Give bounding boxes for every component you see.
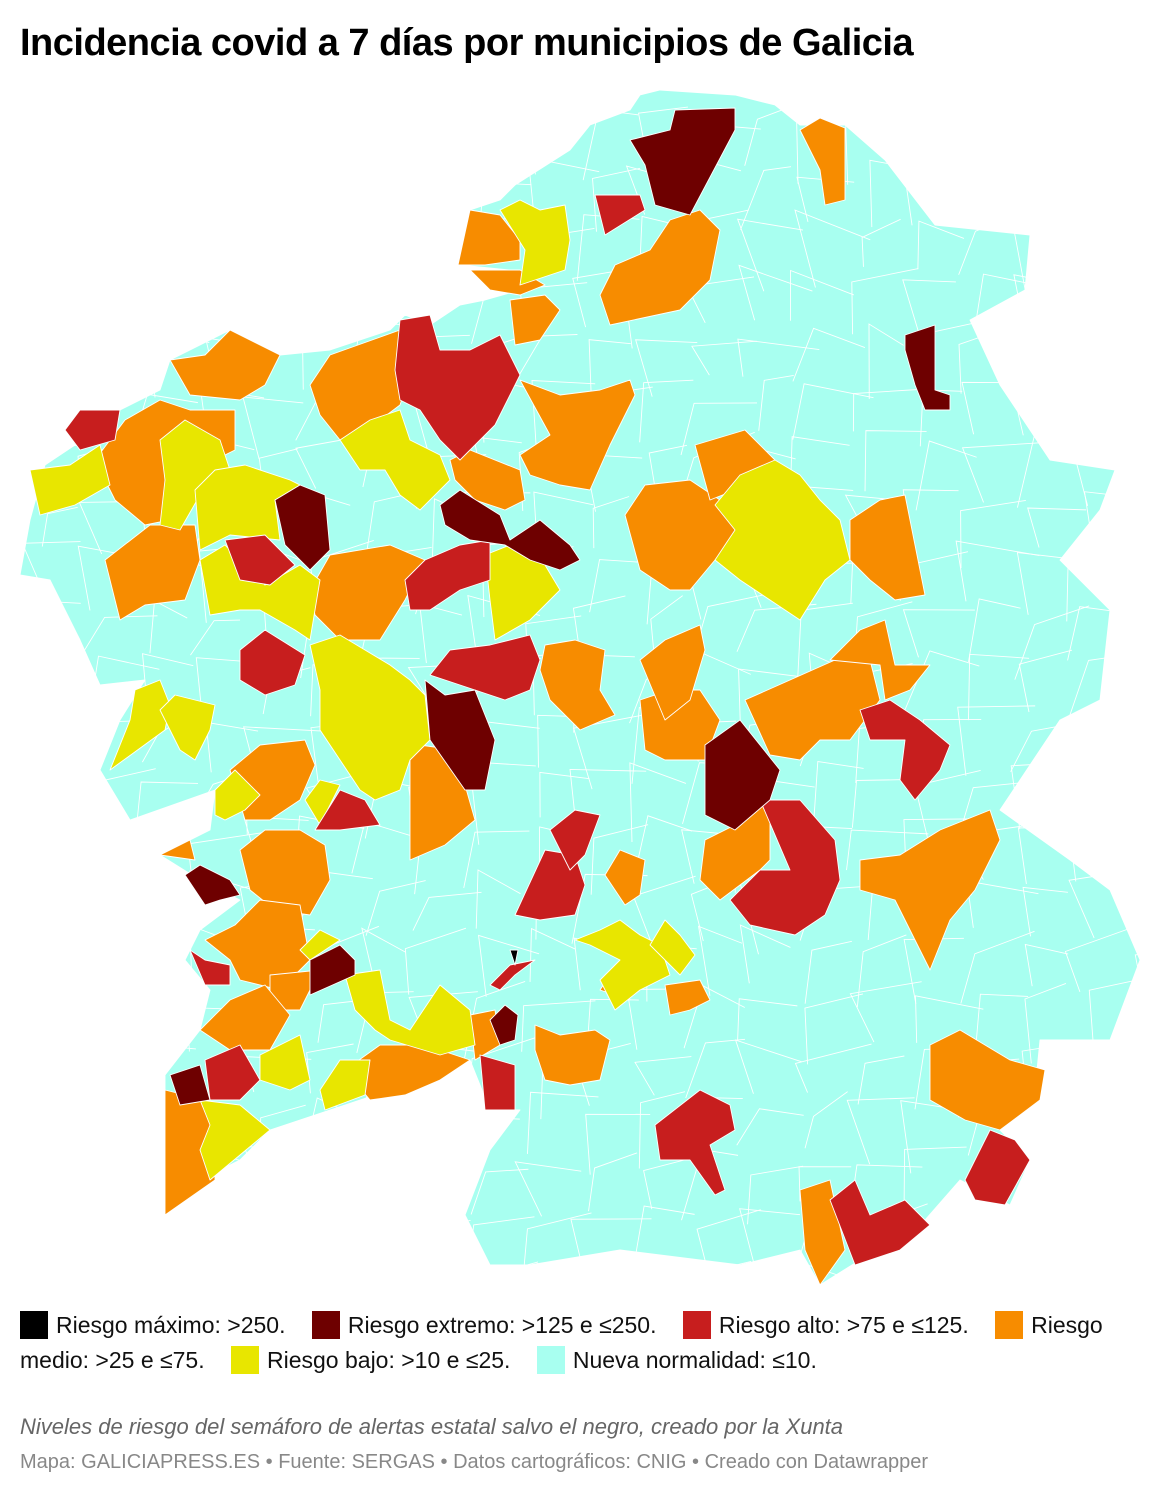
chart-description: Niveles de riesgo del semáforo de alerta…: [20, 1414, 844, 1439]
municipality-bajo: [304, 779, 341, 826]
municipality-bajo: [319, 1059, 371, 1111]
municipality-bajo: [259, 1034, 311, 1091]
legend-item-maximo: Riesgo máximo: >250.: [20, 1311, 286, 1339]
legend-swatch: [20, 1311, 48, 1339]
municipality-bajo: [109, 679, 171, 771]
municipality-alto: [489, 959, 536, 991]
legend-item-normal: Nueva normalidad: ≤10.: [536, 1346, 817, 1374]
municipality-alto: [64, 409, 121, 451]
municipality-bajo: [339, 409, 451, 511]
municipality-medio: [449, 449, 526, 511]
municipality-extremo: [489, 1004, 519, 1046]
municipality-extremo: [309, 944, 356, 996]
municipality-extremo: [424, 679, 496, 791]
chart-credits: Mapa: GALICIAPRESS.ES • Fuente: SERGAS •…: [20, 1451, 929, 1473]
municipality-medio: [169, 329, 281, 401]
galicia-choropleth-map: [19, 89, 1141, 1286]
municipality-bajo: [649, 919, 696, 976]
legend-swatch: [536, 1346, 565, 1374]
municipality-medio: [929, 1029, 1046, 1131]
municipality-medio: [849, 494, 926, 601]
municipality-alto: [314, 789, 381, 831]
municipality-alto: [239, 629, 306, 696]
legend-item-extremo: Riesgo extremo: >125 e ≤250.: [311, 1311, 657, 1339]
legend-label: Riesgo extremo: >125 e ≤250.: [347, 1312, 657, 1338]
chart-title: Incidencia covid a 7 días por municipios…: [20, 22, 914, 64]
municipality-extremo: [169, 1064, 211, 1106]
municipality-extremo: [904, 324, 951, 411]
municipality-bajo: [159, 694, 216, 761]
municipality-medio: [344, 1044, 471, 1101]
municipality-alto: [224, 534, 296, 586]
legend-swatch: [682, 1311, 711, 1339]
municipality-medio: [309, 544, 426, 641]
municipality-medio: [799, 117, 846, 206]
municipality-alto: [829, 1179, 931, 1266]
municipality-bajo: [574, 919, 671, 1011]
municipality-medio: [604, 849, 646, 906]
municipality-alto: [594, 194, 646, 236]
legend-swatch: [311, 1311, 340, 1339]
municipality-maximo: [509, 949, 519, 966]
municipality-alto: [859, 699, 951, 801]
municipality-bajo: [499, 199, 571, 286]
municipality-bajo: [29, 444, 111, 516]
legend-swatch: [231, 1346, 259, 1374]
municipality-alto: [729, 799, 841, 936]
municipality-medio: [639, 624, 706, 721]
municipality-alto: [964, 1129, 1031, 1206]
municipality-alto: [514, 849, 586, 921]
legend-label: Nueva normalidad: ≤10.: [572, 1347, 817, 1373]
municipality-bajo: [199, 1099, 271, 1181]
legend-label: Riesgo medio: >25 e ≤75.: [20, 1312, 1103, 1373]
legend-label: Riesgo máximo: >250.: [56, 1312, 286, 1338]
legend-item-alto: Riesgo alto: >75 e ≤125.: [682, 1311, 969, 1339]
municipality-alto: [404, 539, 491, 611]
legend-item-medio: Riesgo medio: >25 e ≤75.: [20, 1311, 1103, 1373]
municipality-medio: [309, 329, 416, 441]
municipality-medio: [599, 209, 721, 326]
municipality-medio: [104, 524, 201, 621]
municipality-alto: [654, 1089, 736, 1196]
legend: Riesgo máximo: >250. Riesgo extremo: >12…: [20, 1308, 1120, 1378]
municipality-medio: [829, 619, 931, 701]
municipality-medio: [859, 809, 1001, 971]
legend-swatch: [995, 1311, 1024, 1339]
legend-item-bajo: Riesgo bajo: >10 e ≤25.: [231, 1346, 511, 1374]
municipality-medio: [239, 829, 331, 916]
municipality-alto: [429, 634, 541, 701]
municipality-bajo: [344, 969, 476, 1056]
municipality-alto: [204, 1044, 261, 1101]
municipality-extremo: [439, 489, 581, 571]
municipality-extremo: [184, 864, 241, 906]
municipality-medio: [509, 294, 561, 346]
municipality-bajo: [714, 459, 851, 621]
municipality-medio: [664, 979, 711, 1016]
municipality-extremo: [274, 484, 331, 571]
municipality-alto: [189, 949, 231, 986]
municipality-medio: [519, 379, 636, 491]
municipality-bajo: [299, 929, 341, 961]
legend-label: Riesgo bajo: >10 e ≤25.: [267, 1347, 511, 1373]
municipality-extremo: [704, 719, 781, 831]
municipality-extremo: [629, 107, 736, 216]
municipality-bajo: [309, 634, 431, 801]
municipality-medio: [159, 839, 196, 861]
municipality-alto: [394, 314, 521, 461]
municipality-medio: [534, 1024, 611, 1086]
legend-label: Riesgo alto: >75 e ≤125.: [718, 1312, 969, 1338]
municipality-medio: [539, 639, 616, 731]
municipality-alto: [549, 809, 601, 871]
municipality-bajo: [214, 769, 261, 821]
municipality-alto: [479, 1054, 516, 1111]
